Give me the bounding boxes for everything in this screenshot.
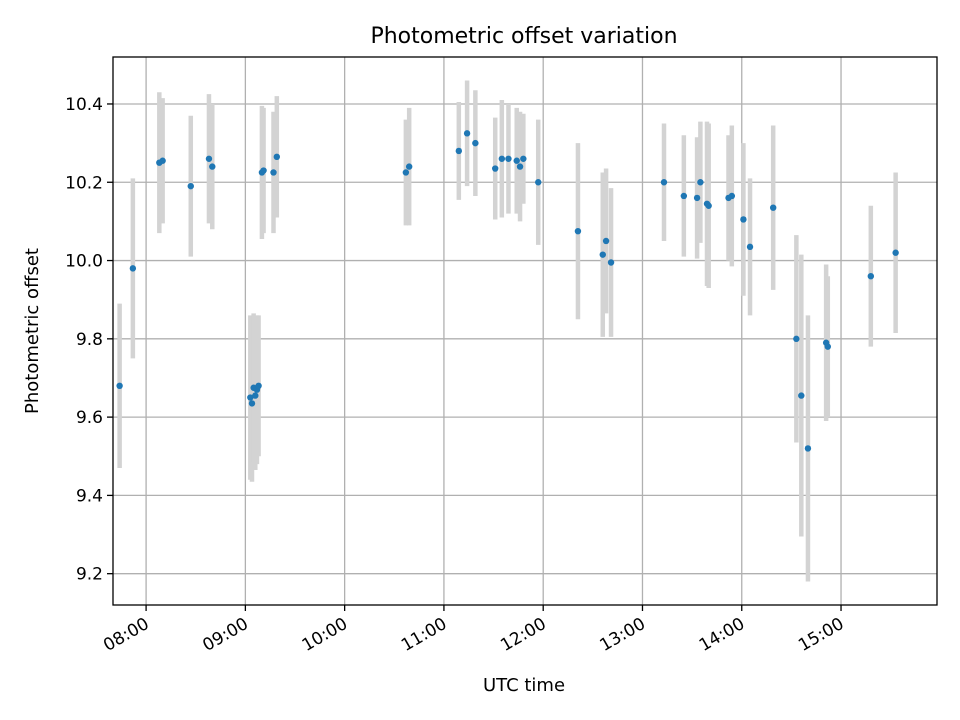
y-tick-label: 9.4 — [76, 486, 103, 506]
data-point — [513, 157, 520, 164]
y-tick-label: 9.6 — [76, 408, 103, 428]
y-tick-label: 10.2 — [65, 173, 103, 193]
data-point — [455, 147, 463, 155]
data-point — [402, 169, 410, 176]
data-point — [535, 179, 542, 186]
data-point — [824, 343, 831, 350]
data-point — [607, 259, 615, 266]
data-point — [260, 167, 267, 174]
data-point — [505, 155, 512, 162]
data-point — [798, 392, 805, 399]
data-point — [187, 182, 194, 190]
data-point — [804, 445, 812, 452]
plot-frame — [112, 56, 938, 606]
data-point — [574, 227, 582, 235]
x-tick-label: 15:00 — [795, 614, 847, 656]
data-points — [116, 130, 899, 452]
data-point — [248, 400, 256, 407]
x-tick-label: 13:00 — [597, 614, 649, 656]
y-axis-label: Photometric offset — [22, 248, 43, 414]
data-point — [273, 153, 281, 161]
data-point — [472, 139, 479, 147]
data-point — [599, 251, 606, 258]
data-point — [602, 237, 610, 245]
data-point — [793, 335, 800, 343]
data-point — [205, 155, 213, 162]
error-bars — [117, 80, 898, 582]
data-point — [693, 194, 701, 202]
data-point — [252, 392, 259, 399]
x-tick-label: 12:00 — [497, 614, 549, 656]
data-point — [498, 155, 506, 162]
y-tick-label: 10.0 — [65, 252, 103, 272]
data-point — [129, 265, 137, 272]
y-tick-label: 9.2 — [76, 565, 103, 585]
data-point — [660, 179, 668, 186]
data-point — [209, 163, 216, 170]
data-point — [769, 204, 777, 211]
data-point — [746, 243, 754, 251]
data-point — [463, 130, 471, 137]
data-point — [728, 192, 736, 200]
x-tick-label: 08:00 — [100, 614, 152, 656]
x-axis-label: UTC time — [483, 675, 565, 696]
y-axis-ticks: 9.2 9.4 9.6 9.8 10.0 10.2 10.4 — [65, 95, 113, 585]
data-point — [705, 202, 712, 209]
data-point — [867, 273, 875, 280]
y-tick-label: 9.8 — [76, 330, 103, 350]
x-tick-label: 11:00 — [398, 614, 450, 656]
data-point — [740, 216, 747, 223]
data-point — [159, 157, 166, 164]
data-point — [255, 382, 262, 389]
data-point — [520, 155, 527, 162]
data-point — [697, 179, 704, 186]
data-point — [680, 192, 688, 200]
y-tick-label: 10.4 — [65, 95, 103, 115]
data-point — [516, 163, 524, 170]
chart-title: Photometric offset variation — [370, 24, 677, 49]
data-point — [116, 382, 123, 389]
data-point — [405, 163, 413, 170]
data-point — [247, 394, 254, 401]
x-tick-label: 09:00 — [199, 614, 251, 656]
data-point — [270, 169, 277, 176]
data-point — [492, 165, 499, 172]
x-axis-ticks: 08:00 09:00 10:00 11:00 12:00 13:00 14:00 15:00 — [100, 605, 848, 656]
x-tick-label: 14:00 — [696, 614, 748, 656]
data-point — [892, 249, 899, 256]
x-tick-label: 10:00 — [299, 614, 351, 656]
